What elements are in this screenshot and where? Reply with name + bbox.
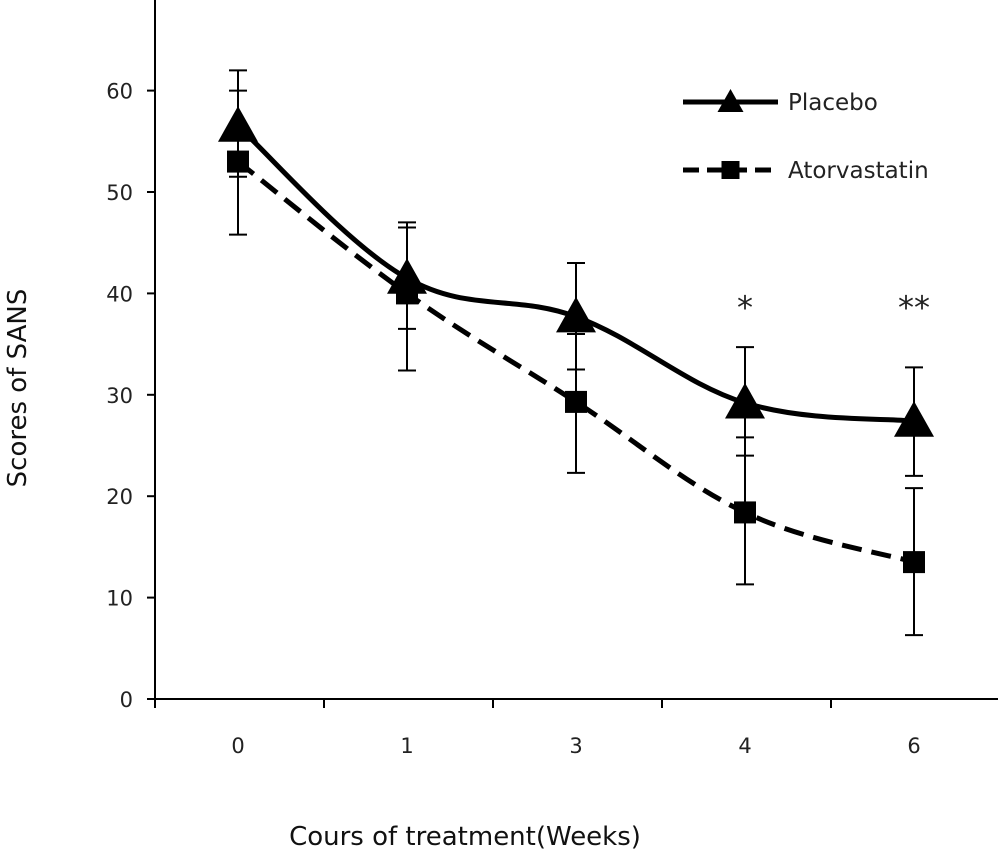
x-tick-label: 1	[400, 734, 413, 758]
series-placebo	[218, 69, 934, 477]
x-tick-label: 6	[907, 734, 920, 758]
y-ticks: 0 10 20 30 40 50 60 70	[106, 0, 155, 712]
atorvastatin-point	[565, 390, 587, 413]
axes	[154, 0, 998, 700]
series-layer	[218, 69, 934, 637]
legend-marker-atorvastatin	[721, 161, 740, 179]
x-tick-label: 4	[738, 734, 751, 758]
y-axis-title: Scores of SANS	[3, 289, 33, 488]
atorvastatin-point	[903, 551, 925, 574]
y-tick-label: 10	[106, 587, 133, 611]
atorvastatin-point	[734, 501, 756, 524]
x-ticks: 0 1 3 4 6	[154, 699, 921, 758]
y-tick-label: 40	[106, 282, 133, 306]
legend-marker-placebo	[717, 89, 744, 112]
x-axis-title: Cours of treatment(Weeks)	[289, 822, 641, 852]
y-tick-label: 30	[106, 384, 133, 408]
significance-mark: **	[898, 288, 930, 326]
placebo-point	[894, 401, 934, 437]
x-tick-label: 0	[231, 734, 244, 758]
y-tick-label: 60	[106, 80, 133, 104]
legend-label-placebo: Placebo	[788, 90, 878, 116]
y-tick-label: 70	[106, 0, 133, 2]
y-tick-label: 50	[106, 181, 133, 205]
placebo-point	[725, 382, 765, 419]
x-tick-label: 3	[569, 734, 582, 758]
y-tick-label: 20	[106, 485, 133, 509]
placebo-point	[387, 258, 427, 294]
significance-mark: *	[737, 288, 753, 326]
placebo-point	[556, 296, 596, 333]
atorvastatin-line	[236, 159, 915, 565]
placebo-point	[218, 106, 258, 142]
legend-label-atorvastatin: Atorvastatin	[788, 158, 929, 184]
annotations: * **	[737, 288, 930, 326]
y-tick-label: 0	[120, 688, 133, 712]
legend: Placebo Atorvastatin	[683, 89, 929, 184]
